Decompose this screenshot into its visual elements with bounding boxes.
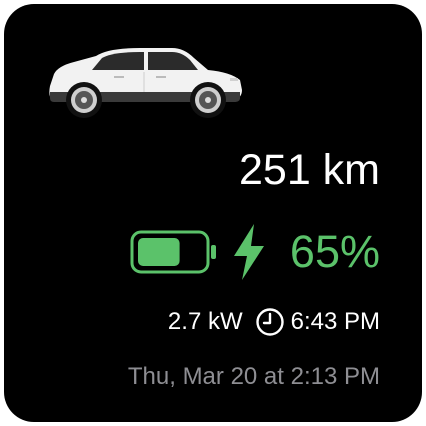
last-updated: Thu, Mar 20 at 2:13 PM [127,363,380,390]
charging-stats: 2.7 kW 6:43 PM [168,304,380,340]
completion-time: 6:43 PM [290,308,380,335]
car-image [49,48,243,118]
battery-percent: 65% [289,226,380,277]
charging-power: 2.7 kW [167,308,243,335]
battery-icon [130,230,216,274]
clock-icon [255,308,284,336]
charging-status: 65% [130,222,380,282]
lightning-bolt-icon [233,224,264,280]
range-readout: 251 km [238,146,380,194]
ev-status-widget[interactable]: 251 km 65% 2.7 kW 6:43 PM Thu, Mar 20 at… [4,4,422,422]
